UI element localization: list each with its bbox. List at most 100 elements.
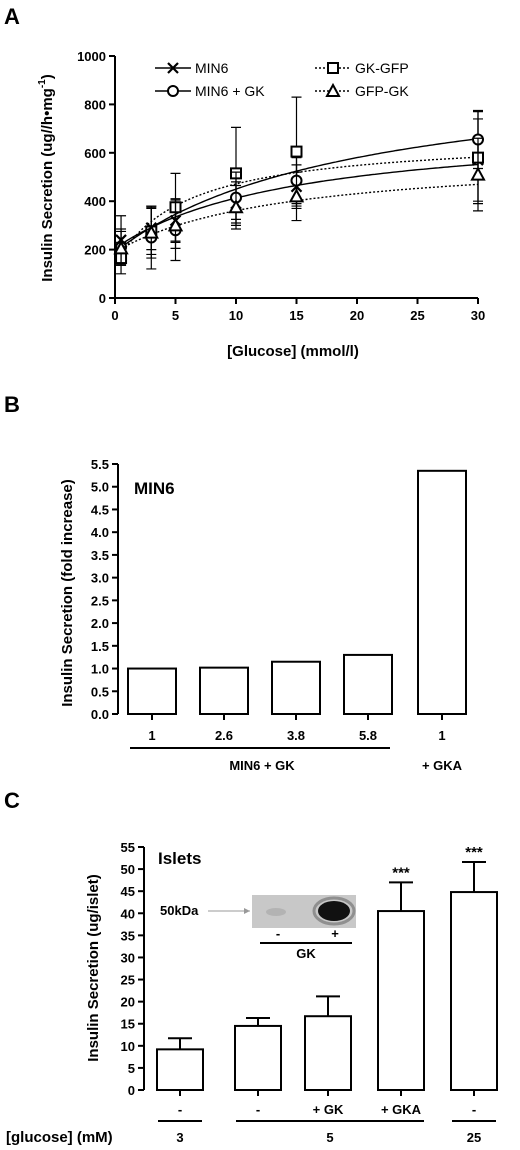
series-min6 (115, 118, 484, 265)
panel-c-ytick-label: 45 (121, 884, 135, 899)
panel-c-ytick-label: 15 (121, 1017, 135, 1032)
panel-a-ytick-label: 800 (84, 97, 106, 112)
panel-c-bar (234, 1024, 282, 1092)
panel-c-ytick-label: 40 (121, 906, 135, 921)
panel-b-bar (199, 666, 249, 715)
panel-letter-b: B (4, 392, 20, 417)
panel-c-bar (377, 910, 425, 1092)
panel-b-bar (417, 469, 467, 715)
panel-b-ytick-label: 0.0 (91, 707, 109, 722)
legend-marker (327, 62, 339, 74)
legend-label: MIN6 + GK (195, 83, 265, 99)
panel-b-bar (127, 667, 177, 716)
panel-a-ylabel: Insulin Secretion (ug//h•mg-1) (37, 74, 56, 282)
panel-c-glucose-value: 3 (176, 1130, 183, 1145)
panel-a-xtick-label: 15 (289, 308, 303, 323)
panel-b-category-label: 5.8 (359, 728, 377, 743)
series-point (167, 217, 184, 232)
series-point (143, 224, 159, 239)
panel-c-glucose-label: [glucose] (mM) (6, 1129, 113, 1146)
panel-c-bar (156, 1048, 204, 1092)
panel-a-xtick-label: 25 (410, 308, 424, 323)
series-gfp-gk (113, 137, 486, 266)
panel-b-ytick-label: 0.5 (91, 684, 109, 699)
panel-a-xtick-label: 20 (350, 308, 364, 323)
panel-c-ytick-label: 0 (128, 1083, 135, 1098)
panel-c-ytick-label: 20 (121, 995, 135, 1010)
panel-c-error-bar (246, 1016, 270, 1026)
panel-c-significance: *** (465, 844, 483, 861)
legend-marker (325, 82, 341, 97)
panel-b-bar (343, 653, 393, 716)
panel-c-bar (450, 891, 498, 1091)
panel-c-error-bar (389, 881, 413, 912)
panel-b-bar-chart: 0.0 0.5 1.0 1.5 2.0 2.5 3.0 3.5 4.0 4.5 5.0 5.5 1 2.6… (91, 457, 467, 773)
panel-b-ytick-label: 5.0 (91, 480, 109, 495)
legend-label: GFP-GK (355, 83, 409, 99)
panel-b-inset-title: MIN6 (134, 479, 175, 498)
panel-b-ytick-label: 2.5 (91, 593, 109, 608)
panel-c-error-bar (168, 1037, 192, 1050)
panel-c-ytick-label: 55 (121, 840, 135, 855)
blot-arrow-head (244, 908, 250, 914)
panel-c-category-label: - (472, 1102, 476, 1117)
panel-c-ytick-label: 35 (121, 928, 135, 943)
legend-label: MIN6 (195, 60, 229, 76)
panel-b-ytick-label: 4.0 (91, 525, 109, 540)
panel-c-ytick-label: 5 (128, 1061, 135, 1076)
blot-marker-label: 50kDa (160, 903, 199, 918)
panel-c-category-label: + GKA (381, 1102, 422, 1117)
series-point (288, 188, 305, 203)
western-blot-inset: 50kDa - + GK (160, 895, 356, 961)
blot-band-plus-halo (312, 896, 356, 926)
series-point (470, 166, 486, 181)
panel-a-xtick-label: 0 (111, 308, 118, 323)
panel-b-ytick-label: 1.5 (91, 639, 109, 654)
panel-a-ytick-label: 600 (84, 146, 106, 161)
panel-b-ytick-label: 3.5 (91, 548, 109, 563)
panel-a-ytick-label: 400 (84, 194, 106, 209)
panel-a-xtick-label: 10 (229, 308, 243, 323)
panel-a-xtick-label: 30 (471, 308, 485, 323)
panel-c-significance: *** (392, 864, 410, 881)
blot-group-label: GK (296, 946, 316, 961)
panel-b-ytick-label: 3.0 (91, 571, 109, 586)
panel-c-category-label: - (256, 1102, 260, 1117)
series-point (290, 145, 303, 158)
legend-label: GK-GFP (355, 60, 409, 76)
series-point (113, 240, 129, 255)
blot-band-plus (318, 901, 350, 921)
panel-c-ytick-label: 30 (121, 950, 135, 965)
panel-c-ytick-label: 25 (121, 973, 135, 988)
panel-b-ytick-label: 1.0 (91, 662, 109, 677)
series-point (228, 199, 244, 214)
panel-c-inset-title: Islets (158, 849, 201, 868)
blot-lane-plus: + (331, 926, 339, 941)
panel-c-error-bar (462, 861, 486, 893)
panel-b-ylabel: Insulin Secretion (fold increase) (59, 479, 76, 707)
panel-b-ytick-label: 4.5 (91, 502, 109, 517)
series-fit-curve (120, 138, 479, 248)
panel-c-ytick-label: 50 (121, 862, 135, 877)
legend-marker (167, 62, 179, 74)
panel-c-bar (304, 1015, 352, 1092)
panel-a-xlabel: [Glucose] (mmol/l) (227, 343, 359, 360)
panel-a-legend: MIN6 GK-GFP MIN6 + GK GFP-GK (155, 60, 409, 99)
panel-b-category-label: 2.6 (215, 728, 233, 743)
panel-b-ytick-label: 2.0 (91, 616, 109, 631)
panel-a-ytick-label: 200 (84, 243, 106, 258)
panel-a-ytick-label: 1000 (77, 49, 106, 64)
blot-band-minus (266, 908, 286, 916)
panel-a-xtick-label: 5 (172, 308, 179, 323)
panel-b-ytick-label: 5.5 (91, 457, 109, 472)
panel-b-group-label: MIN6 + GK (229, 758, 295, 773)
legend-marker (167, 85, 179, 97)
panel-letter-a: A (4, 4, 20, 29)
panel-b-category-label: 1 (438, 728, 445, 743)
panel-c-category-label: - (178, 1102, 182, 1117)
panel-c-error-bar (316, 995, 340, 1017)
panel-b-group-label: + GKA (422, 758, 463, 773)
